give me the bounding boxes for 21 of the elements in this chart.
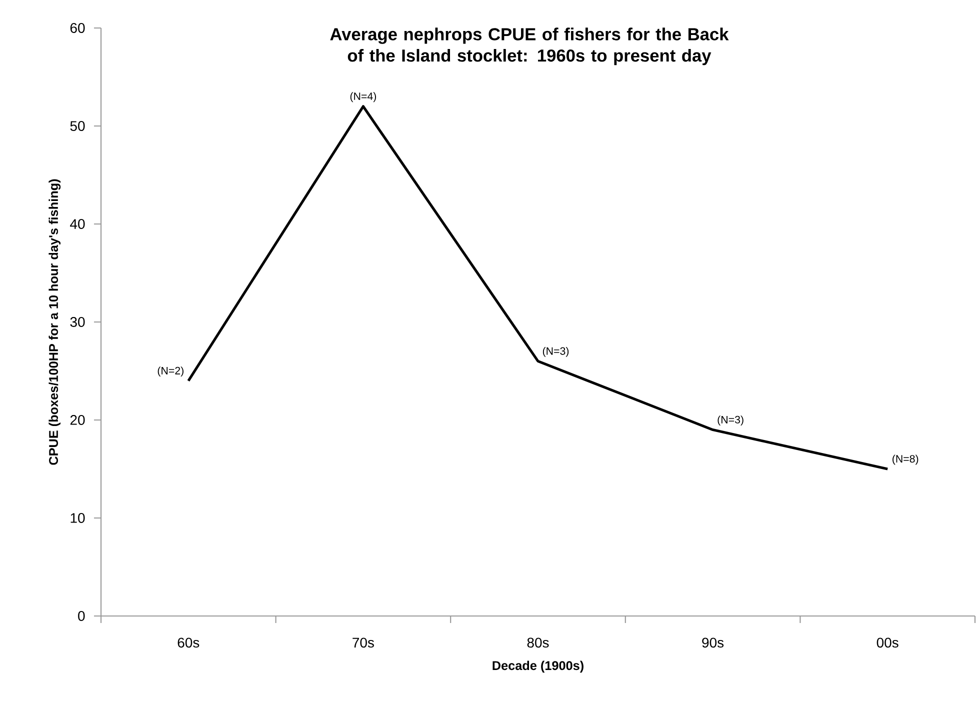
line-series (187, 105, 889, 470)
annotation: (N=2) (158, 366, 184, 377)
y-axis-title: CPUE (boxes/100HP for a 10 hour day's fishing) (48, 179, 61, 465)
y-tick-label: 50 (70, 121, 85, 131)
x-tick-label: 80s (527, 638, 549, 648)
x-tick-label: 00s (876, 638, 898, 648)
annotation: (N=4) (350, 92, 376, 102)
y-tick-label: 20 (70, 415, 85, 425)
annotation: (N=8) (892, 454, 918, 465)
annotation: (N=3) (718, 416, 744, 426)
y-tick-label: 30 (70, 317, 85, 327)
y-tick-label: 40 (70, 219, 85, 229)
text: Average nephrops CPUE of fishers for the Back of the Island stocklet: 1960s to present day (330, 28, 729, 66)
x-tick-label: 60s (178, 638, 200, 648)
y-tick-label: 60 (70, 23, 85, 33)
annotation: (N=3) (542, 346, 569, 357)
x-axis-title: Decade (1900s) (492, 660, 584, 673)
x-tick-label: 70s (352, 638, 374, 648)
y-tick-label: 10 (70, 513, 85, 523)
x-tick-label: 90s (702, 638, 724, 648)
y-tick-label: 0 (78, 611, 85, 621)
